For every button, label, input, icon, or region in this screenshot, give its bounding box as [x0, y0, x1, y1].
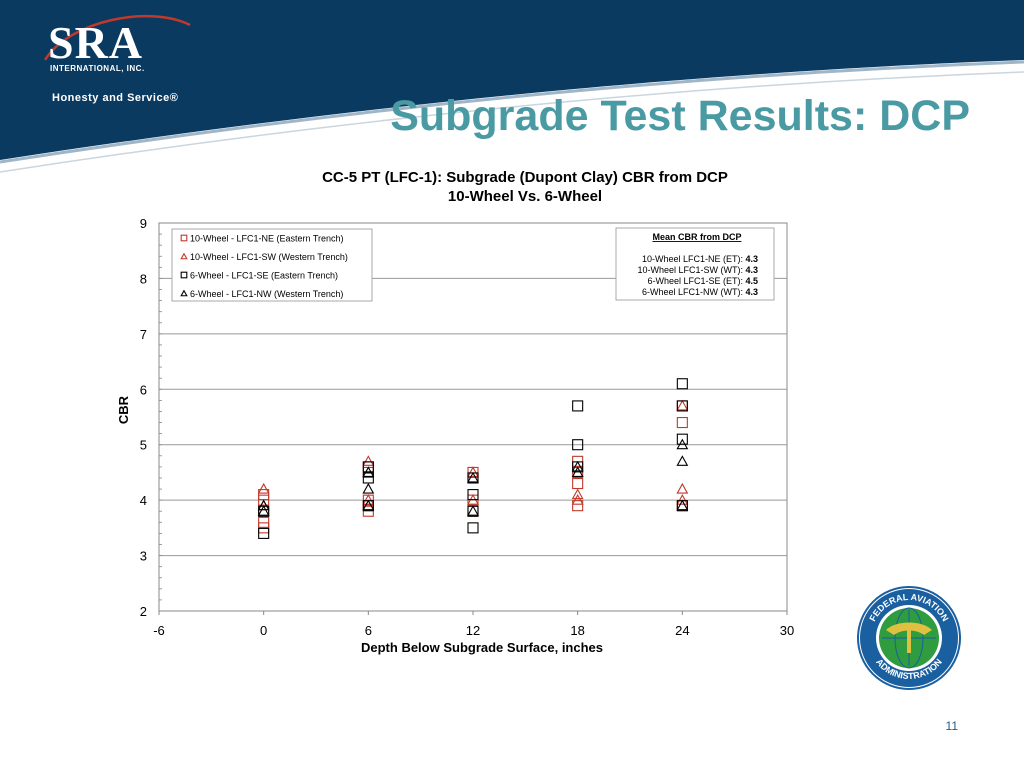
- data-point-series-4: [467, 471, 479, 483]
- data-point-series-4: [676, 499, 689, 511]
- y-tick-label: 9: [140, 216, 147, 231]
- mean-row-value: 4.5: [745, 276, 758, 286]
- legend-entries: 10-Wheel - LFC1-NE (Eastern Trench) 10-Wh…: [180, 234, 348, 299]
- mean-row-value: 4.3: [745, 254, 758, 264]
- data-point-series-3: [676, 378, 688, 390]
- chart-title-block: CC-5 PT (LFC-1): Subgrade (Dupont Clay) …: [250, 168, 800, 206]
- data-point-series-4: [257, 505, 270, 516]
- data-point-series-2: [676, 482, 689, 494]
- data-point-series-4: [676, 455, 689, 466]
- data-point-series-2: [362, 455, 375, 466]
- y-tick-label: 6: [140, 382, 147, 397]
- data-point-series-2: [676, 494, 689, 505]
- legend-marker: [180, 289, 188, 297]
- mean-title: Mean CBR from DCP: [652, 232, 741, 242]
- legend-label: 10-Wheel - LFC1-NE (Eastern Trench): [190, 234, 344, 244]
- y-tick-label: 3: [140, 549, 147, 564]
- data-point-series-2: [362, 494, 375, 505]
- mean-annotation: Mean CBR from DCP 10-Wheel LFC1-NE (ET):…: [615, 227, 775, 301]
- logo-subtext: INTERNATIONAL, INC.: [50, 64, 145, 73]
- legend-label: 6-Wheel - LFC1-NW (Western Trench): [190, 289, 343, 299]
- data-point-series-4: [362, 482, 375, 494]
- mean-row: 6-Wheel LFC1-SE (ET): 4.5: [647, 276, 758, 286]
- y-axis-label: CBR: [116, 395, 131, 424]
- page-number: 11: [945, 719, 958, 733]
- axis-ticks: 2 3 4 5 6 7 8 9 -6 0 6 12 18 24 30: [140, 216, 794, 638]
- data-points: [257, 378, 689, 539]
- data-point-series-3: [467, 489, 479, 501]
- data-point-series-4: [467, 505, 479, 516]
- data-point-series-3: [572, 439, 584, 451]
- data-point-series-2: [571, 494, 584, 505]
- mean-row-value: 4.3: [745, 287, 758, 297]
- data-point-series-1: [676, 416, 688, 429]
- y-tick-label: 7: [140, 327, 147, 342]
- legend-marker: [180, 252, 188, 260]
- x-tick-label: 18: [570, 623, 584, 638]
- data-point-series-4: [571, 466, 584, 477]
- data-point-series-3: [676, 400, 688, 412]
- data-point-series-2: [467, 466, 479, 477]
- mean-row-label: 6-Wheel LFC1-SE (ET):: [647, 276, 745, 286]
- x-tick-label: 24: [675, 623, 689, 638]
- data-point-series-3: [676, 433, 688, 445]
- data-point-series-2: [676, 399, 689, 411]
- data-point-series-4: [257, 499, 270, 511]
- mean-box: [615, 227, 775, 301]
- tagline: Honesty and Service®: [52, 92, 179, 104]
- mean-row: 10-Wheel LFC1-NE (ET): 4.3: [642, 254, 758, 264]
- data-point-series-1: [572, 500, 584, 512]
- data-point-series-3: [572, 400, 584, 412]
- x-axis-label: Depth Below Subgrade Surface, inches: [361, 640, 603, 655]
- data-point-series-1: [258, 516, 270, 528]
- mean-row-label: 6-Wheel LFC1-NW (WT):: [642, 287, 746, 297]
- data-point-series-2: [571, 488, 584, 500]
- data-point-series-3: [467, 522, 479, 534]
- legend-marker: [180, 234, 188, 242]
- legend-label: 6-Wheel - LFC1-SE (Eastern Trench): [190, 271, 338, 281]
- header-banner: [0, 0, 1024, 173]
- chart-title: CC-5 PT (LFC-1): Subgrade (Dupont Clay) …: [322, 169, 728, 186]
- data-point-series-3: [362, 461, 374, 473]
- y-tick-label: 4: [140, 493, 147, 508]
- y-tick-label: 8: [140, 271, 147, 286]
- mean-rows: 10-Wheel LFC1-NE (ET): 4.310-Wheel LFC1-…: [637, 254, 758, 297]
- legend: 10-Wheel - LFC1-NE (Eastern Trench) 10-Wh…: [171, 228, 373, 302]
- mean-row-label: 10-Wheel LFC1-SW (WT):: [637, 265, 745, 275]
- mean-row: 6-Wheel LFC1-NW (WT): 4.3: [642, 287, 758, 297]
- x-tick-label: 6: [365, 623, 372, 638]
- legend-box: [171, 228, 373, 302]
- mean-row-label: 10-Wheel LFC1-NE (ET):: [642, 254, 746, 264]
- logo-text: SRA: [48, 17, 144, 68]
- x-tick-label: 0: [260, 623, 267, 638]
- data-point-series-3: [258, 527, 270, 539]
- y-tick-label: 2: [140, 604, 147, 619]
- data-point-series-4: [571, 460, 584, 472]
- slide-title: Subgrade Test Results: DCP: [390, 92, 970, 140]
- x-tick-label: 12: [466, 623, 480, 638]
- legend-label: 10-Wheel - LFC1-SW (Western Trench): [190, 252, 348, 262]
- data-point-series-2: [257, 482, 270, 494]
- sra-logo: SRA INTERNATIONAL, INC.: [40, 12, 190, 84]
- x-tick-label: 30: [780, 623, 794, 638]
- faa-seal-icon: FEDERAL AVIATION ADMINISTRATION: [857, 586, 961, 690]
- mean-row: 10-Wheel LFC1-SW (WT): 4.3: [637, 265, 758, 275]
- legend-marker: [180, 271, 188, 279]
- data-point-series-4: [362, 499, 375, 511]
- data-point-series-4: [362, 466, 375, 477]
- y-tick-label: 5: [140, 438, 147, 453]
- chart-subtitle: 10-Wheel Vs. 6-Wheel: [447, 188, 603, 205]
- x-tick-label: -6: [153, 623, 165, 638]
- mean-row-value: 4.3: [745, 265, 758, 275]
- data-point-series-4: [676, 438, 689, 450]
